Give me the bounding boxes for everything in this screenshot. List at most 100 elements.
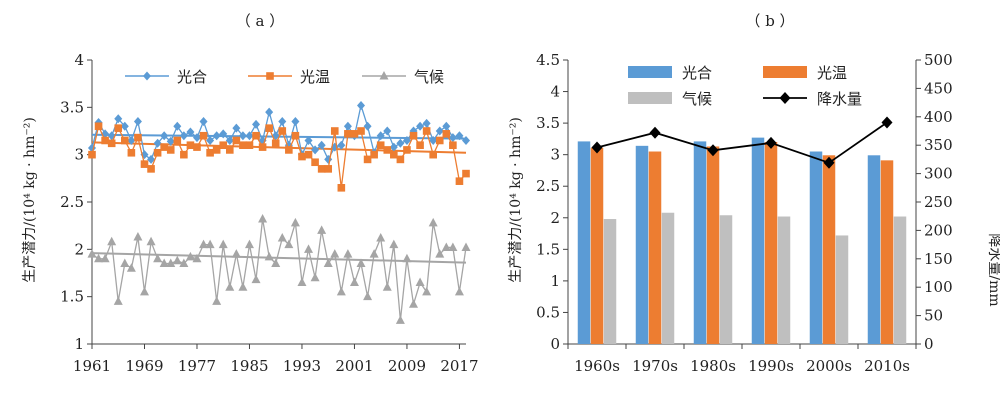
x-tick-label: 1990s [748, 357, 794, 375]
point-square [304, 150, 313, 159]
precip-point [823, 156, 835, 169]
point-square [88, 150, 96, 159]
point-square [403, 146, 411, 154]
x-tick-label: 2010s [864, 357, 910, 375]
point-square [317, 165, 326, 173]
x-tick-label: 1977 [178, 357, 216, 375]
point-diamond [363, 121, 372, 131]
point-square [455, 177, 464, 185]
point-square [206, 148, 214, 157]
x-tick-label: 2000s [806, 357, 852, 375]
point-triangle [120, 258, 130, 268]
point-diamond [114, 114, 123, 124]
point-triangle [441, 242, 451, 251]
precip-point [649, 126, 661, 139]
bar-guangwen [822, 155, 836, 344]
bar-qihou [893, 216, 907, 344]
point-triangle [199, 239, 209, 249]
y-tick-label: 3 [74, 146, 84, 164]
legend-swatch-0 [628, 66, 672, 78]
legend-swatch-1 [763, 66, 807, 78]
point-diamond [455, 131, 464, 141]
point-square [363, 155, 372, 164]
y-tick-label: 2 [74, 240, 84, 258]
y2-tick-label: 50 [924, 307, 943, 325]
x-tick-label: 2017 [440, 357, 478, 375]
y-tick-label: 3.5 [60, 98, 84, 116]
bar-guangwen [648, 151, 662, 344]
bar-guangwen [590, 147, 604, 344]
point-triangle [218, 239, 228, 249]
point-diamond [429, 135, 438, 145]
point-triangle [389, 239, 399, 249]
point-triangle [435, 249, 445, 258]
point-square [330, 127, 339, 135]
point-triangle [185, 251, 195, 261]
legend-marker-square [266, 72, 274, 80]
chart-a-ylabel: 生产潜力/(10⁴ kg · hm⁻²) [22, 117, 38, 283]
x-tick-label: 2009 [388, 357, 426, 375]
point-triangle [422, 286, 432, 296]
point-triangle [139, 286, 149, 296]
point-diamond [442, 121, 451, 131]
point-diamond [147, 154, 156, 164]
x-tick-label: 1993 [283, 357, 321, 375]
point-diamond [278, 117, 287, 127]
point-square [245, 141, 254, 149]
point-diamond [219, 129, 228, 139]
point-diamond [206, 135, 215, 145]
point-square [370, 150, 378, 159]
point-triangle [271, 258, 281, 268]
point-triangle [336, 286, 346, 296]
point-diamond [232, 123, 241, 133]
point-triangle [94, 253, 104, 263]
legend-label: 光合 [682, 64, 712, 82]
point-triangle [133, 232, 143, 241]
point-square [396, 155, 405, 164]
point-square [416, 141, 424, 149]
x-tick-label: 2001 [335, 357, 373, 375]
point-square [278, 127, 287, 135]
legend-marker-diamond [143, 71, 151, 81]
point-square [442, 130, 451, 138]
point-triangle [87, 249, 97, 258]
point-triangle [251, 274, 261, 284]
point-diamond [317, 140, 326, 150]
point-square [376, 141, 385, 149]
point-triangle [461, 242, 471, 251]
chart-a-legend: 光合 光温 气候 [125, 68, 444, 86]
point-diamond [311, 145, 320, 155]
y-tick-label: 0 [550, 335, 560, 353]
point-diamond [435, 126, 444, 136]
point-diamond [402, 135, 411, 145]
point-triangle [212, 296, 222, 305]
point-square [357, 127, 365, 135]
point-square [311, 158, 319, 167]
point-diamond [337, 140, 346, 150]
chart-b: （ b ） 生产潜力/(10⁴ kg · hm⁻²) 降水量/mm 0 0.5 1 1… [508, 12, 1000, 375]
legend-precip-marker [779, 92, 791, 104]
precip-point [881, 116, 893, 129]
bar-qihou [777, 216, 791, 344]
point-diamond [343, 121, 352, 131]
panel-b-label: （ b ） [745, 12, 794, 30]
point-triangle [376, 232, 386, 242]
y2-tick-label: 200 [924, 221, 953, 239]
point-diamond [166, 136, 175, 146]
series-line-square [91, 124, 467, 188]
point-square [94, 122, 103, 131]
y-tick-label: 1.5 [60, 288, 84, 306]
point-square [252, 131, 260, 140]
bar-guangwen [706, 146, 720, 344]
legend-label: 光合 [177, 68, 207, 86]
x-tick-label: 1969 [125, 357, 163, 375]
point-triangle [448, 242, 458, 251]
point-triangle [382, 282, 392, 291]
chart-b-bars [577, 137, 907, 344]
bar-guanghe [693, 141, 707, 344]
point-diamond [127, 135, 136, 145]
point-square [449, 141, 457, 149]
point-diamond [357, 100, 366, 110]
y-tick-label: 4 [74, 51, 84, 69]
